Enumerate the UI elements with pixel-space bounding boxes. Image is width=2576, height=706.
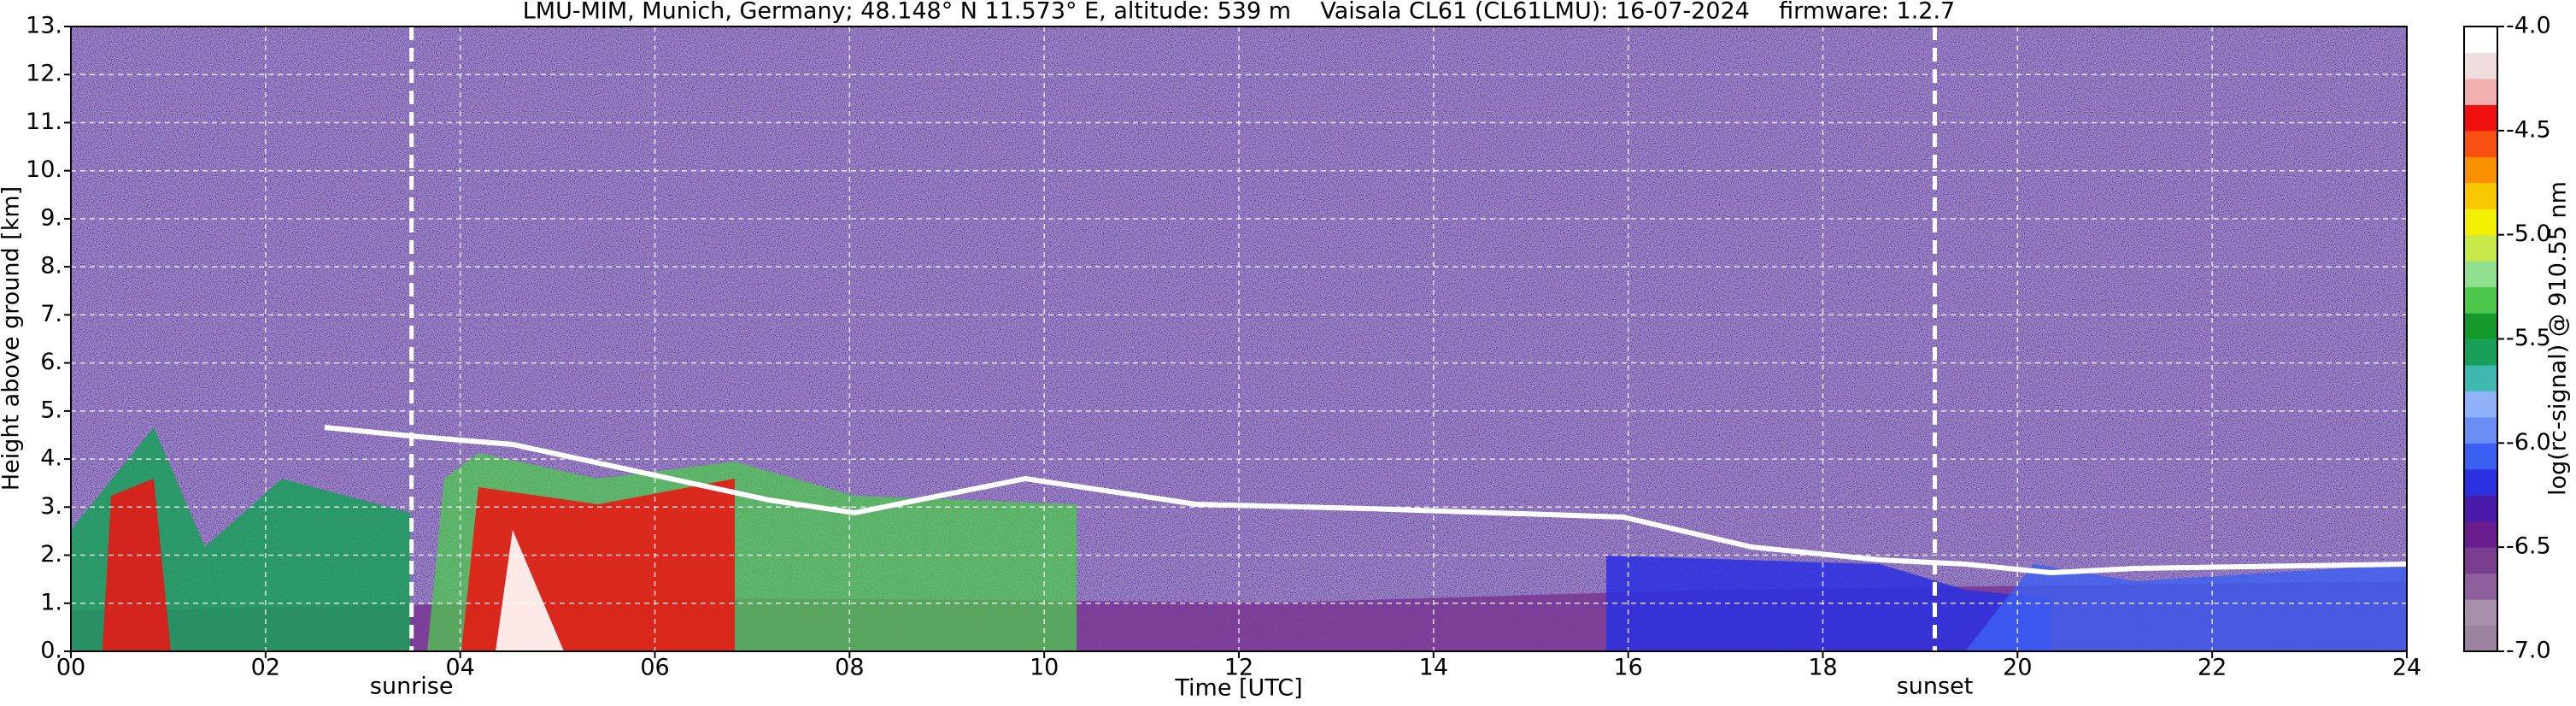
y-tick-label: 11.	[26, 109, 62, 135]
colorbar-tick-label: -5.0	[2506, 221, 2551, 247]
colorbar-swatch	[2464, 26, 2497, 53]
colorbar-swatch	[2464, 78, 2497, 105]
aerosol-layer	[103, 479, 171, 651]
y-tick-label: 13.	[26, 13, 62, 39]
colorbar-swatch	[2464, 495, 2497, 522]
plot-frame	[70, 26, 2408, 652]
colorbar-swatch	[2464, 338, 2497, 366]
colorbar-swatch	[2464, 261, 2497, 288]
x-tick-label: 08	[835, 655, 864, 681]
colorbar-swatch	[2464, 468, 2497, 496]
x-tick-label: 22	[2198, 655, 2227, 681]
y-tick-label: 3.	[40, 493, 62, 520]
colorbar-swatch	[2464, 313, 2497, 339]
colorbar-swatch	[2464, 443, 2497, 470]
y-tick-label: 6.	[40, 349, 62, 375]
colorbar-swatch	[2464, 521, 2497, 548]
colorbar-swatch	[2464, 209, 2497, 236]
y-tick-label: 9.	[40, 204, 62, 231]
aerosol-layer	[496, 530, 564, 651]
x-tick-label: 04	[445, 655, 474, 681]
y-axis-label: Height above ground [km]	[0, 186, 25, 491]
colorbar-tick-label: -6.0	[2506, 429, 2551, 456]
x-tick-label: 06	[640, 655, 669, 681]
colorbar-swatch	[2464, 130, 2497, 157]
event-label: sunrise	[370, 674, 454, 700]
event-label: sunset	[1897, 674, 1974, 700]
colorbar-tick-label: -6.5	[2506, 533, 2551, 560]
colorbar-tick-label: -5.5	[2506, 325, 2551, 351]
y-tick-label: 2.	[40, 541, 62, 568]
colorbar-swatch	[2464, 182, 2497, 209]
y-tick-label: 8.	[40, 253, 62, 279]
x-tick-label: 10	[1030, 655, 1059, 681]
aerosol-layer	[1965, 564, 2407, 651]
colorbar-swatch	[2464, 573, 2497, 600]
colorbar-swatch	[2464, 104, 2497, 132]
chart-title: LMU-MIM, Munich, Germany; 48.148° N 11.5…	[523, 0, 1956, 25]
colorbar-swatch	[2464, 391, 2497, 418]
x-axis-label: Time [UTC]	[1174, 675, 1302, 702]
x-tick-label: 12	[1224, 655, 1253, 681]
y-tick-label: 12.	[26, 61, 62, 87]
x-tick-label: 18	[1808, 655, 1837, 681]
colorbar-tick-label: -4.0	[2506, 13, 2551, 39]
y-tick-label: 5.	[40, 397, 62, 423]
colorbar-swatch	[2464, 156, 2497, 184]
x-tick-label: 20	[2003, 655, 2032, 681]
y-tick-label: 4.	[40, 445, 62, 472]
colorbar-tick-label: -7.0	[2506, 638, 2551, 664]
x-tick-label: 14	[1419, 655, 1448, 681]
colorbar-swatch	[2464, 416, 2497, 444]
y-tick-label: 1.	[40, 589, 62, 615]
x-tick-label: 02	[251, 655, 280, 681]
x-tick-label: 16	[1613, 655, 1642, 681]
x-tick-label: 00	[56, 655, 85, 681]
colorbar-swatch	[2464, 286, 2497, 314]
cloud-layer	[324, 425, 2408, 576]
colorbar-swatch	[2464, 547, 2497, 574]
colorbar-swatch	[2464, 364, 2497, 391]
colorbar-label: log(rc-signal) @ 910.55 nm	[2545, 181, 2572, 496]
y-tick-label: 0.	[40, 638, 62, 664]
x-tick-label: 24	[2392, 655, 2421, 681]
colorbar-tick-label: -4.5	[2506, 116, 2551, 143]
colorbar-swatch	[2464, 625, 2497, 652]
colorbar-swatch	[2464, 52, 2497, 79]
y-tick-label: 7.	[40, 301, 62, 327]
colorbar-swatch	[2464, 234, 2497, 262]
y-tick-label: 10.	[26, 156, 62, 183]
colorbar-swatch	[2464, 599, 2497, 627]
